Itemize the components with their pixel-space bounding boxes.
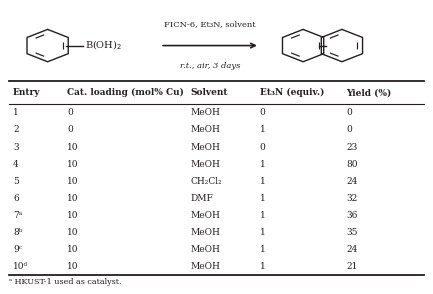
- Text: MeOH: MeOH: [191, 262, 220, 271]
- Text: 10: 10: [67, 194, 79, 203]
- Text: 10: 10: [67, 211, 79, 220]
- Text: 10: 10: [67, 262, 79, 271]
- Text: FICN-6, Et₃N, solvent: FICN-6, Et₃N, solvent: [164, 20, 256, 28]
- Text: 0: 0: [67, 126, 73, 134]
- Text: 1: 1: [260, 194, 265, 203]
- Text: 21: 21: [346, 262, 358, 271]
- Text: MeOH: MeOH: [191, 228, 220, 237]
- Text: 35: 35: [346, 228, 358, 237]
- Text: Et₃N (equiv.): Et₃N (equiv.): [260, 88, 324, 97]
- Text: 3: 3: [13, 143, 19, 151]
- Text: 10: 10: [67, 143, 79, 151]
- Text: 23: 23: [346, 143, 358, 151]
- Text: 1: 1: [13, 108, 19, 117]
- Text: MeOH: MeOH: [191, 143, 220, 151]
- Text: 10: 10: [67, 160, 79, 168]
- Text: 10: 10: [67, 245, 79, 254]
- Text: 8ᵇ: 8ᵇ: [13, 228, 23, 237]
- Text: 7ᵃ: 7ᵃ: [13, 211, 22, 220]
- Text: 6: 6: [13, 194, 19, 203]
- Text: 4: 4: [13, 160, 19, 168]
- Text: 24: 24: [346, 245, 358, 254]
- Text: 32: 32: [346, 194, 358, 203]
- Text: MeOH: MeOH: [191, 160, 220, 168]
- Text: B(OH)$_2$: B(OH)$_2$: [85, 39, 123, 52]
- Text: 24: 24: [346, 177, 358, 186]
- Text: 2: 2: [13, 126, 19, 134]
- Text: 80: 80: [346, 160, 358, 168]
- Text: 0: 0: [260, 108, 265, 117]
- Text: 1: 1: [260, 126, 265, 134]
- Text: MeOH: MeOH: [191, 211, 220, 220]
- Text: ᵃ HKUST-1 used as catalyst.: ᵃ HKUST-1 used as catalyst.: [9, 278, 121, 286]
- Text: 10ᵈ: 10ᵈ: [13, 262, 28, 271]
- Text: Solvent: Solvent: [191, 88, 228, 97]
- Text: 1: 1: [260, 245, 265, 254]
- Text: Entry: Entry: [13, 88, 41, 97]
- Text: 10: 10: [67, 177, 79, 186]
- Text: 10: 10: [67, 228, 79, 237]
- Text: 1: 1: [260, 262, 265, 271]
- Text: 5: 5: [13, 177, 19, 186]
- Text: 0: 0: [346, 126, 352, 134]
- Text: 0: 0: [260, 143, 265, 151]
- Text: 0: 0: [346, 108, 352, 117]
- Text: MeOH: MeOH: [191, 126, 220, 134]
- Text: MeOH: MeOH: [191, 245, 220, 254]
- Text: 1: 1: [260, 177, 265, 186]
- Text: 0: 0: [67, 108, 73, 117]
- Text: Cat. loading (mol% Cu): Cat. loading (mol% Cu): [67, 88, 184, 97]
- Text: 36: 36: [346, 211, 358, 220]
- Text: 1: 1: [260, 228, 265, 237]
- Text: Yield (%): Yield (%): [346, 88, 392, 97]
- Text: 9ᶜ: 9ᶜ: [13, 245, 22, 254]
- Text: 1: 1: [260, 211, 265, 220]
- Text: DMF: DMF: [191, 194, 213, 203]
- Text: MeOH: MeOH: [191, 108, 220, 117]
- Text: 1: 1: [260, 160, 265, 168]
- Text: r.t., air, 3 days: r.t., air, 3 days: [180, 62, 240, 70]
- Text: CH₂Cl₂: CH₂Cl₂: [191, 177, 222, 186]
